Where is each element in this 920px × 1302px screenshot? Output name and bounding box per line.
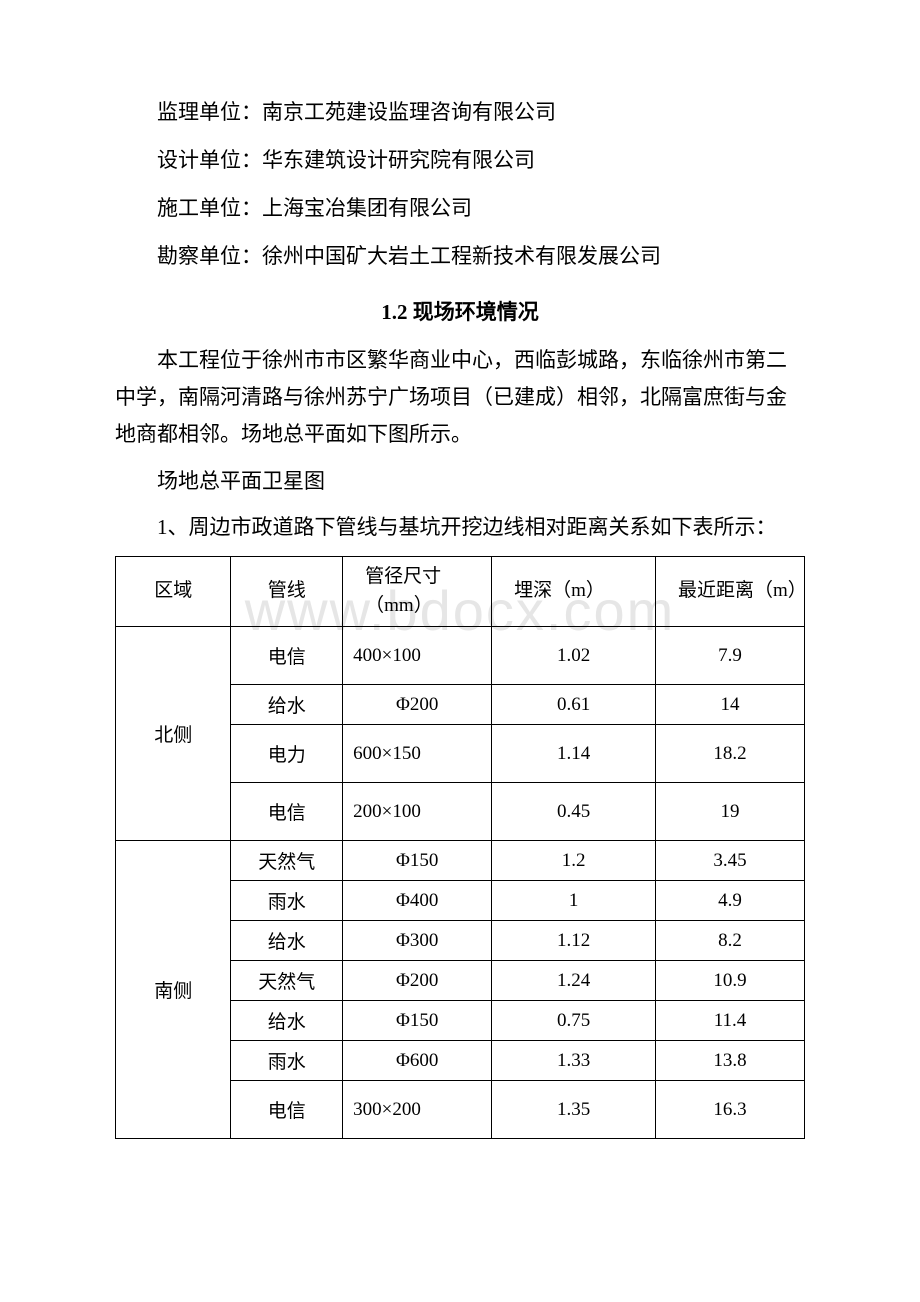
pipe-cell: 电信 xyxy=(231,783,343,841)
depth-cell: 0.61 xyxy=(492,685,656,725)
depth-cell: 1 xyxy=(492,881,656,921)
distance-cell: 16.3 xyxy=(656,1081,805,1139)
constructor-line: 施工单位：上海宝冶集团有限公司 xyxy=(115,186,805,230)
diameter-cell: Φ150 xyxy=(343,841,492,881)
pipe-cell: 电信 xyxy=(231,627,343,685)
pipe-cell: 雨水 xyxy=(231,1041,343,1081)
distance-cell: 13.8 xyxy=(656,1041,805,1081)
distance-cell: 10.9 xyxy=(656,961,805,1001)
diameter-cell: Φ600 xyxy=(343,1041,492,1081)
table-row: 南侧天然气Φ1501.23.45 xyxy=(116,841,805,881)
header-pipe: 管线 xyxy=(231,557,343,627)
depth-cell: 1.24 xyxy=(492,961,656,1001)
distance-cell: 4.9 xyxy=(656,881,805,921)
depth-cell: 1.2 xyxy=(492,841,656,881)
pipe-cell: 给水 xyxy=(231,921,343,961)
paragraph-3: 1、周边市政道路下管线与基坑开挖边线相对距离关系如下表所示： xyxy=(115,509,805,546)
diameter-cell: 300×200 xyxy=(343,1081,492,1139)
pipe-cell: 给水 xyxy=(231,685,343,725)
table-header-row: 区域 管线 管径尺寸（mm） 埋深（m） 最近距离（m） xyxy=(116,557,805,627)
depth-cell: 0.75 xyxy=(492,1001,656,1041)
diameter-cell: Φ150 xyxy=(343,1001,492,1041)
distance-cell: 11.4 xyxy=(656,1001,805,1041)
pipe-cell: 给水 xyxy=(231,1001,343,1041)
table-body: 北侧电信400×1001.027.9给水Φ2000.6114电力600×1501… xyxy=(116,627,805,1139)
paragraph-2: 场地总平面卫星图 xyxy=(115,463,805,500)
diameter-cell: 200×100 xyxy=(343,783,492,841)
distance-cell: 8.2 xyxy=(656,921,805,961)
diameter-cell: 600×150 xyxy=(343,725,492,783)
pipe-cell: 天然气 xyxy=(231,841,343,881)
depth-cell: 1.14 xyxy=(492,725,656,783)
paragraph-1: 本工程位于徐州市市区繁华商业中心，西临彭城路，东临徐州市第二中学，南隔河清路与徐… xyxy=(115,342,805,452)
depth-cell: 1.33 xyxy=(492,1041,656,1081)
document-content: 监理单位：南京工苑建设监理咨询有限公司 设计单位：华东建筑设计研究院有限公司 施… xyxy=(115,90,805,1139)
table-row: 北侧电信400×1001.027.9 xyxy=(116,627,805,685)
header-region: 区域 xyxy=(116,557,231,627)
pipeline-table: 区域 管线 管径尺寸（mm） 埋深（m） 最近距离（m） 北侧电信400×100… xyxy=(115,556,805,1139)
region-cell: 南侧 xyxy=(116,841,231,1139)
distance-cell: 19 xyxy=(656,783,805,841)
distance-cell: 7.9 xyxy=(656,627,805,685)
header-diameter: 管径尺寸（mm） xyxy=(343,557,492,627)
header-distance: 最近距离（m） xyxy=(656,557,805,627)
pipe-cell: 电力 xyxy=(231,725,343,783)
diameter-cell: Φ200 xyxy=(343,961,492,1001)
depth-cell: 1.12 xyxy=(492,921,656,961)
diameter-cell: Φ300 xyxy=(343,921,492,961)
distance-cell: 3.45 xyxy=(656,841,805,881)
pipe-cell: 天然气 xyxy=(231,961,343,1001)
distance-cell: 18.2 xyxy=(656,725,805,783)
diameter-cell: Φ200 xyxy=(343,685,492,725)
supervisor-line: 监理单位：南京工苑建设监理咨询有限公司 xyxy=(115,90,805,134)
pipe-cell: 雨水 xyxy=(231,881,343,921)
depth-cell: 1.02 xyxy=(492,627,656,685)
region-cell: 北侧 xyxy=(116,627,231,841)
section-title: 1.2 现场环境情况 xyxy=(115,296,805,326)
diameter-cell: 400×100 xyxy=(343,627,492,685)
diameter-cell: Φ400 xyxy=(343,881,492,921)
designer-line: 设计单位：华东建筑设计研究院有限公司 xyxy=(115,138,805,182)
depth-cell: 1.35 xyxy=(492,1081,656,1139)
surveyor-line: 勘察单位：徐州中国矿大岩土工程新技术有限发展公司 xyxy=(115,234,805,278)
depth-cell: 0.45 xyxy=(492,783,656,841)
pipe-cell: 电信 xyxy=(231,1081,343,1139)
distance-cell: 14 xyxy=(656,685,805,725)
header-depth: 埋深（m） xyxy=(492,557,656,627)
